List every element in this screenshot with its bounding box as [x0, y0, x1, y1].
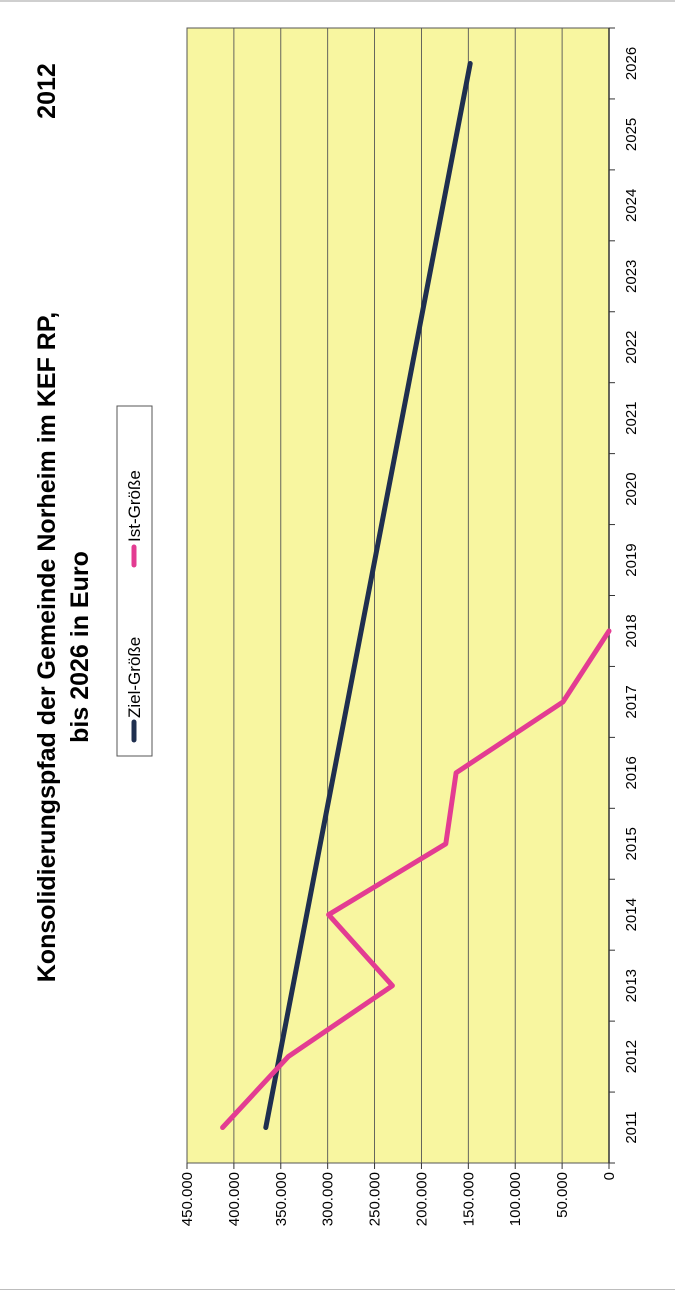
- y-tick-label: 0: [601, 1172, 618, 1180]
- x-tick-label: 2015: [623, 827, 640, 860]
- page-border-bottom: [0, 1289, 675, 1290]
- x-tick-label: 2017: [623, 685, 640, 718]
- page-border-top: [0, 0, 675, 2]
- y-tick-label: 450.000: [179, 1172, 196, 1226]
- x-tick-label: 2020: [623, 472, 640, 505]
- x-tick-label: 2024: [623, 189, 640, 222]
- x-tick-label: 2012: [623, 1040, 640, 1073]
- gridlines: [233, 28, 563, 1163]
- x-tick-labels: 2011 2012 2013 2014 2015 2016 2017 2018 2019 2020…: [623, 47, 640, 1144]
- legend-label-ziel: Ziel-Größe: [125, 637, 144, 718]
- x-tick-label: 2016: [623, 756, 640, 789]
- x-tick-label: 2022: [623, 331, 640, 364]
- rotated-text: Konsolidierungspfad der Gemeinde Norheim…: [33, 47, 640, 1226]
- y-tick-label: 50.000: [554, 1172, 571, 1218]
- legend: Ziel-Größe Ist-Größe: [116, 405, 153, 757]
- x-tick-label: 2018: [623, 614, 640, 647]
- series-line-ist: [220, 628, 612, 1130]
- chart-title-line2: bis 2026 in Euro: [66, 551, 94, 743]
- legend-box: [116, 405, 153, 757]
- x-tick-label: 2021: [623, 401, 640, 434]
- tick-marks: [186, 27, 615, 1169]
- y-tick-label: 300.000: [320, 1172, 337, 1226]
- x-tick-label: 2023: [623, 260, 640, 293]
- x-tick-label: 2011: [623, 1111, 640, 1143]
- series-lines: [220, 61, 612, 1130]
- y-tick-label: 100.000: [507, 1172, 524, 1226]
- y-tick-label: 200.000: [413, 1172, 430, 1226]
- x-tick-label: 2026: [623, 47, 640, 80]
- y-tick-label: 400.000: [226, 1172, 243, 1226]
- series-line-ziel: [263, 61, 473, 1130]
- legend-label-ist: Ist-Größe: [125, 470, 144, 542]
- chart-layer: [186, 27, 615, 1169]
- y-tick-label: 150.000: [460, 1172, 477, 1226]
- x-tick-label: 2019: [623, 543, 640, 576]
- plot-area: [186, 27, 610, 1164]
- y-tick-label: 250.000: [367, 1172, 384, 1226]
- x-tick-label: 2014: [623, 898, 640, 931]
- x-tick-label: 2013: [623, 969, 640, 1002]
- chart-year-label: 2012: [33, 63, 61, 119]
- y-tick-label: 350.000: [273, 1172, 290, 1226]
- x-tick-label: 2025: [623, 118, 640, 151]
- y-tick-labels: 0 50.000 100.000 150.000 200.000 250.000 300.0…: [179, 1172, 618, 1226]
- chart-title-line1: Konsolidierungspfad der Gemeinde Norheim…: [33, 312, 61, 982]
